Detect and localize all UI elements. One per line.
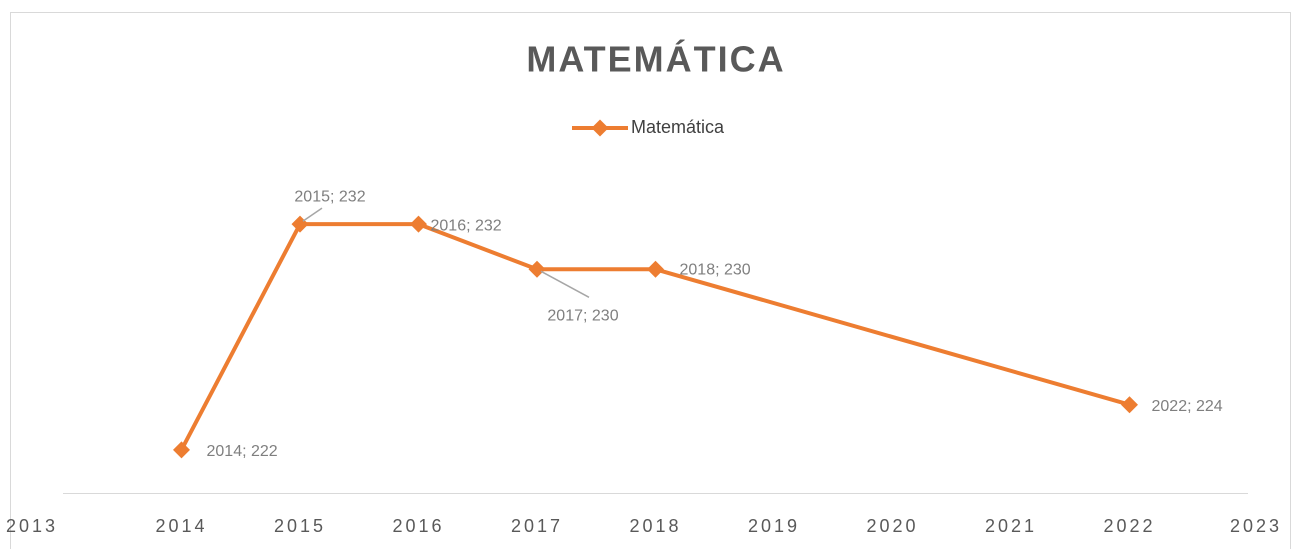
data-label: 2016; 232 (431, 217, 502, 234)
leader-line (540, 270, 590, 298)
chart-title: MATEMÁTICA (526, 39, 785, 80)
data-label: 2018; 230 (680, 262, 751, 279)
x-tick-label: 2016 (392, 516, 444, 536)
x-tick-label: 2018 (629, 516, 681, 536)
x-tick-label: 2023 (1230, 516, 1282, 536)
x-tick-label: 2013 (6, 516, 58, 536)
leader-line (302, 207, 323, 222)
data-label: 2022; 224 (1152, 398, 1223, 415)
legend-marker (591, 119, 609, 137)
x-tick-label: 2020 (866, 516, 918, 536)
data-label: 2015; 232 (294, 188, 365, 205)
point (528, 260, 546, 278)
point (647, 260, 664, 278)
chart-border (10, 12, 1291, 549)
line (179, 222, 1131, 451)
x-tick-label: 2021 (985, 516, 1037, 536)
point (1121, 396, 1138, 414)
point (173, 441, 190, 459)
x-tick-label: 2017 (511, 516, 563, 536)
x-tick-label: 2014 (155, 516, 207, 536)
data-label: 2014; 222 (207, 443, 278, 460)
point (410, 215, 427, 233)
point (291, 215, 309, 233)
x-tick-label: 2022 (1103, 516, 1155, 536)
legend-label: Matemática (631, 117, 725, 137)
x-tick-label: 2015 (274, 516, 326, 536)
x-tick-label: 2019 (748, 516, 800, 536)
data-label: 2017; 230 (547, 308, 618, 325)
